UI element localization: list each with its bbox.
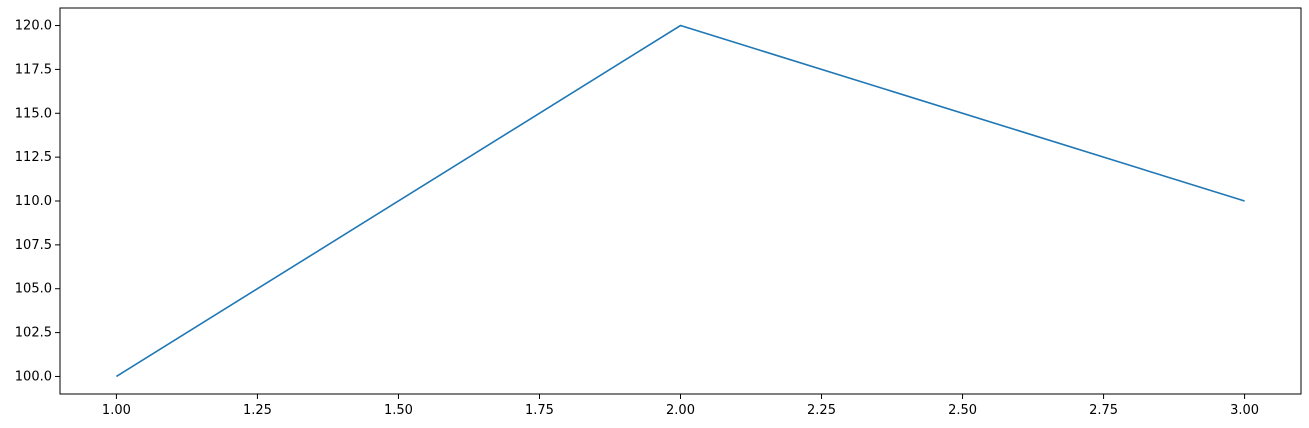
y-tick-label: 102.5	[15, 326, 52, 341]
y-tick-label: 100.0	[15, 369, 52, 384]
y-tick-label: 110.0	[15, 194, 52, 209]
x-tick-label: 1.75	[525, 403, 554, 418]
y-tick-label: 117.5	[15, 62, 52, 77]
x-tick-label: 2.25	[807, 403, 836, 418]
x-tick-label: 1.00	[102, 403, 131, 418]
y-axis: 100.0 102.5 105.0 107.5 110.0 112.5 115.0 117.5…	[15, 19, 60, 384]
x-tick-label: 2.50	[948, 403, 977, 418]
x-tick-label: 1.50	[384, 403, 413, 418]
y-tick-label: 115.0	[15, 106, 52, 121]
plot-frame	[59, 7, 1302, 395]
y-tick-label: 112.5	[15, 150, 52, 165]
x-axis: 1.00 1.25 1.50 1.75 2.00 2.25 2.50 2.75 3.00	[102, 394, 1259, 418]
x-tick-label: 1.25	[243, 403, 272, 418]
plot-area	[60, 8, 1301, 394]
x-tick-label: 2.75	[1089, 403, 1118, 418]
series-layer	[115, 24, 1245, 378]
y-tick-label: 120.0	[15, 19, 52, 34]
y-tick-label: 105.0	[15, 282, 52, 297]
y-tick-label: 107.5	[15, 238, 52, 253]
x-tick-label: 2.00	[666, 403, 695, 418]
x-tick-label: 3.00	[1230, 403, 1259, 418]
